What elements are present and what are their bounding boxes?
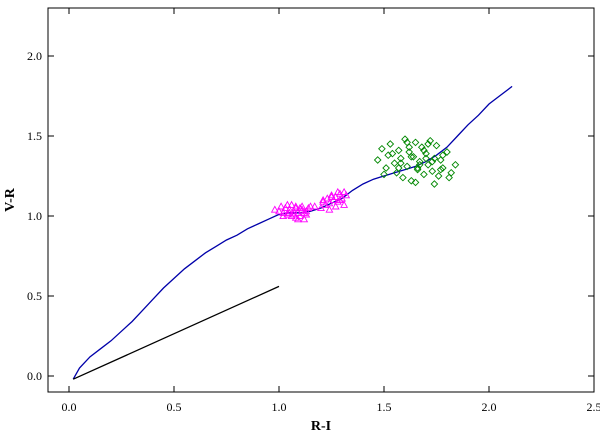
triangle-point bbox=[340, 200, 349, 208]
triangle-point bbox=[283, 210, 292, 218]
x-tick-label: 2.5 bbox=[587, 400, 600, 414]
triangle-point bbox=[335, 195, 344, 204]
triangle-point bbox=[291, 203, 300, 212]
diamond-point bbox=[399, 173, 407, 182]
triangle-point bbox=[327, 192, 336, 200]
diamond-point bbox=[413, 164, 422, 172]
diamond-point bbox=[445, 173, 453, 182]
diamond-point bbox=[382, 164, 390, 172]
triangle-point bbox=[285, 205, 294, 213]
y-tick-label: 2.0 bbox=[27, 49, 42, 63]
triangle-point bbox=[300, 208, 309, 216]
y-axis-label: V-R bbox=[3, 187, 18, 212]
diamond-point bbox=[373, 156, 382, 164]
diamond-point bbox=[443, 148, 451, 156]
y-axis: 0.0 0.5 1.0 1.5 2.0 bbox=[27, 49, 594, 383]
diamond-point bbox=[407, 176, 416, 185]
y-tick-label: 1.0 bbox=[27, 209, 42, 223]
triangle-point bbox=[287, 200, 296, 208]
triangle-point bbox=[331, 202, 340, 210]
diamond-point bbox=[415, 157, 424, 166]
diamond-point bbox=[438, 151, 447, 160]
diamond-point bbox=[434, 172, 443, 180]
x-tick-label: 1.5 bbox=[377, 400, 392, 414]
triangle-point bbox=[279, 208, 288, 216]
triangle-point bbox=[285, 208, 294, 216]
triangle-point bbox=[293, 215, 302, 223]
diamond-point bbox=[430, 180, 439, 188]
diamond-point bbox=[388, 149, 397, 158]
diamond-point bbox=[426, 136, 435, 145]
x-tick-label: 0.0 bbox=[62, 400, 77, 414]
triangle-point bbox=[319, 195, 328, 204]
diamond-point bbox=[430, 154, 439, 163]
x-tick-label: 2.0 bbox=[482, 400, 497, 414]
diamond-point bbox=[403, 162, 411, 171]
diamond-point bbox=[417, 143, 426, 152]
diamond-point bbox=[411, 178, 420, 187]
diamond-point bbox=[420, 170, 428, 179]
diamond-point bbox=[436, 165, 445, 174]
diamond-point bbox=[424, 160, 432, 169]
diamond-point bbox=[380, 170, 388, 179]
diamond-point bbox=[386, 140, 395, 148]
diamond-point bbox=[396, 154, 405, 163]
triangle-point bbox=[333, 187, 342, 196]
triangle-point bbox=[291, 202, 300, 210]
triangle-point bbox=[340, 187, 349, 196]
plot-area bbox=[72, 85, 513, 380]
diamond-point bbox=[420, 146, 428, 155]
triangle-point bbox=[277, 202, 286, 210]
triangle-point bbox=[270, 205, 279, 213]
diamond-point bbox=[432, 141, 441, 150]
diamond-point bbox=[378, 144, 386, 153]
diamond-point bbox=[394, 164, 403, 172]
diamond-point bbox=[424, 140, 432, 148]
diamond-point bbox=[428, 157, 437, 166]
diamond-point bbox=[451, 160, 460, 169]
triangle-point bbox=[325, 205, 334, 213]
diamond-point bbox=[409, 152, 418, 161]
triangle-point bbox=[306, 202, 315, 210]
diamond-point bbox=[411, 138, 420, 147]
x-axis: 0.0 0.5 1.0 1.5 2.0 2.5 bbox=[62, 8, 600, 414]
diamond-point bbox=[403, 138, 411, 147]
triangle-point bbox=[302, 210, 311, 218]
triangle-point bbox=[283, 200, 292, 208]
diamond-point bbox=[422, 154, 430, 163]
diamond-point bbox=[394, 146, 403, 155]
y-tick-label: 1.5 bbox=[27, 129, 42, 143]
diamond-point bbox=[422, 149, 430, 158]
triangle-point bbox=[304, 203, 313, 212]
triangle-point bbox=[342, 191, 351, 199]
diamond-point bbox=[428, 167, 437, 176]
triangle-point bbox=[279, 211, 288, 220]
plot-frame bbox=[47, 7, 595, 393]
triangle-point bbox=[275, 207, 283, 215]
x-tick-label: 1.0 bbox=[272, 400, 287, 414]
x-axis-label: R-I bbox=[311, 419, 331, 434]
diamond-point bbox=[401, 135, 409, 144]
triangle-point bbox=[300, 215, 309, 223]
y-tick-label: 0.5 bbox=[27, 289, 42, 303]
diamond-point bbox=[407, 152, 416, 161]
reference-line bbox=[72, 285, 280, 380]
diamond-point bbox=[415, 160, 424, 169]
triangle-point bbox=[298, 202, 307, 210]
x-tick-label: 0.5 bbox=[167, 400, 182, 414]
diamond-point bbox=[390, 159, 399, 168]
model-curve-line bbox=[72, 85, 513, 380]
y-tick-label: 0.0 bbox=[27, 369, 42, 383]
triangle-point bbox=[327, 191, 336, 199]
triangle-point bbox=[310, 202, 319, 210]
